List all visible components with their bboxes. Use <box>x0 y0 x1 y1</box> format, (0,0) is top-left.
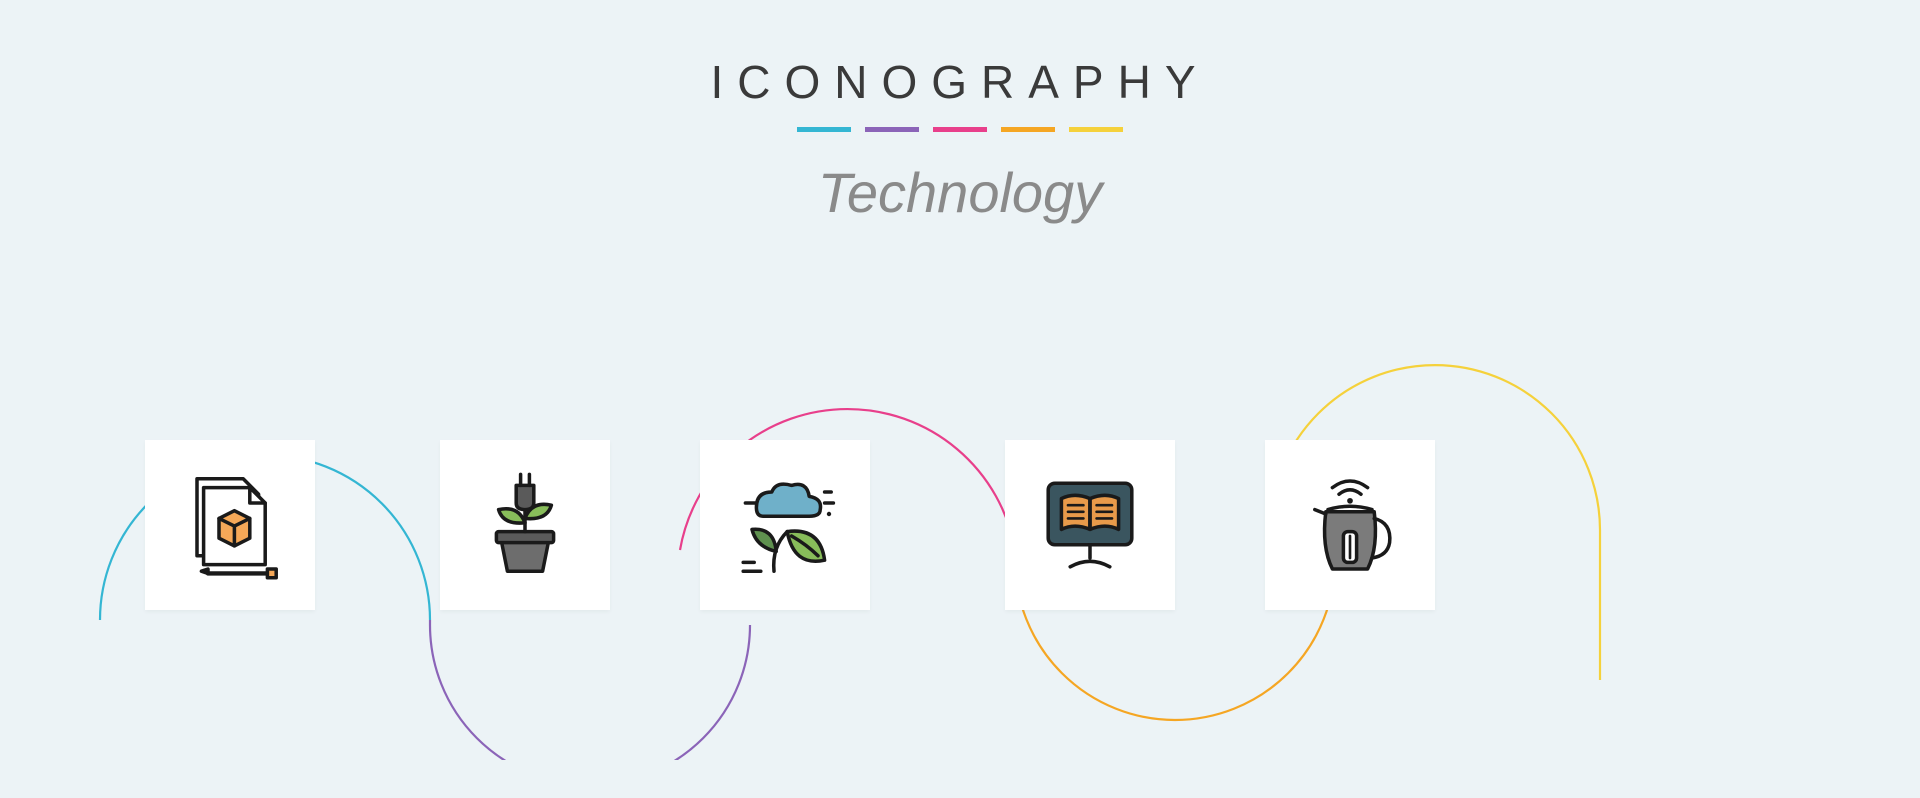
bar-seg-2 <box>865 127 919 132</box>
brand-color-bar <box>0 127 1920 132</box>
document-3d-cube-icon <box>145 440 315 610</box>
plant-plug-icon <box>440 440 610 610</box>
bar-seg-4 <box>1001 127 1055 132</box>
category-title: Technology <box>0 160 1920 225</box>
bar-seg-3 <box>933 127 987 132</box>
bar-seg-1 <box>797 127 851 132</box>
smart-kettle-icon <box>1265 440 1435 610</box>
cloud-leaf-weather-icon <box>700 440 870 610</box>
ebook-monitor-icon <box>1005 440 1175 610</box>
icon-cards <box>0 280 1920 760</box>
icon-stage <box>0 280 1920 760</box>
bar-seg-5 <box>1069 127 1123 132</box>
header: ICONOGRAPHY Technology <box>0 0 1920 225</box>
brand-title: ICONOGRAPHY <box>0 55 1920 109</box>
